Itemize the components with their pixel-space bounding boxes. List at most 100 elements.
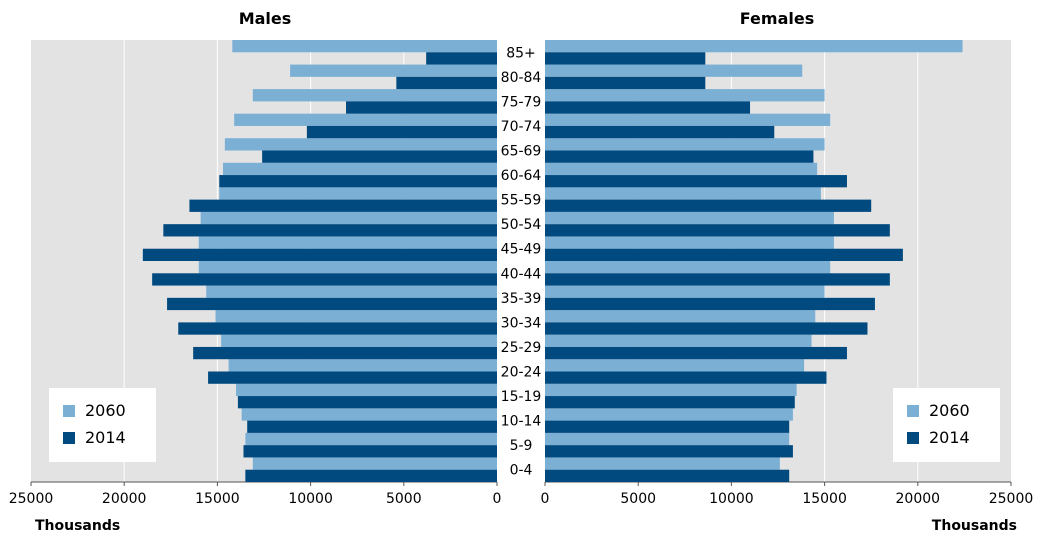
bar-males-2060-45-49 <box>198 236 497 249</box>
age-group-label: 45-49 <box>501 242 542 258</box>
x-tick-label: 20000 <box>102 491 147 507</box>
x-tick-label: 10000 <box>288 491 333 507</box>
bar-males-2060-85plus <box>232 40 497 53</box>
age-group-labels: 85+ 80-84 75-79 70-74 65-69 60-64 55-59 50-54 45… <box>501 45 542 478</box>
bar-males-2014-65-69 <box>262 150 497 163</box>
bar-males-2060-80-84 <box>290 64 497 77</box>
males-legend-box <box>49 388 156 462</box>
bar-females-2014-50-54 <box>545 224 890 237</box>
females-legend: 2060 2014 <box>893 388 1000 462</box>
bar-females-2014-35-39 <box>545 297 875 311</box>
bar-males-2060-65-69 <box>224 138 497 151</box>
bar-females-2014-5-9 <box>545 445 793 458</box>
bar-females-2060-30-34 <box>545 310 816 323</box>
x-tick-label: 5000 <box>386 491 422 507</box>
age-group-label: 20-24 <box>501 365 542 381</box>
females-legend-box <box>893 388 1000 462</box>
x-tick-label: 10000 <box>709 491 754 507</box>
bar-males-2060-5-9 <box>245 432 497 446</box>
age-group-label: 30-34 <box>501 315 542 331</box>
females-x-tick-labels: 0 5000 10000 15000 20000 25000 <box>541 491 1034 507</box>
bar-males-2014-40-44 <box>152 273 497 286</box>
bar-females-2060-35-39 <box>545 285 825 298</box>
bar-males-2060-60-64 <box>222 162 497 176</box>
bar-females-2060-0-4 <box>545 457 780 470</box>
bar-males-2014-5-9 <box>243 445 497 458</box>
age-group-label: 40-44 <box>501 266 542 282</box>
bar-males-2014-85plus <box>426 52 497 65</box>
bar-males-2014-30-34 <box>178 322 498 335</box>
age-group-label: 75-79 <box>501 94 542 110</box>
age-group-label: 80-84 <box>501 70 542 86</box>
bar-females-2060-5-9 <box>545 432 790 446</box>
x-tick-label: 15000 <box>195 491 240 507</box>
bar-females-2014-80-84 <box>545 76 706 90</box>
bar-females-2014-20-24 <box>545 371 827 384</box>
bar-males-2014-0-4 <box>245 469 497 482</box>
bar-females-2060-25-29 <box>545 334 812 347</box>
bar-males-2014-45-49 <box>142 248 497 261</box>
bar-females-2014-70-74 <box>545 125 775 139</box>
males-x-axis-label: Thousands <box>35 518 120 534</box>
age-group-label: 0-4 <box>510 463 533 479</box>
males-bars <box>142 40 498 482</box>
bar-females-2060-55-59 <box>545 187 821 200</box>
age-group-label: 60-64 <box>501 168 542 184</box>
bar-males-2060-30-34 <box>215 310 497 323</box>
bar-females-2014-55-59 <box>545 199 872 212</box>
age-group-label: 5-9 <box>510 438 533 454</box>
bar-females-2060-15-19 <box>545 383 797 397</box>
females-title: Females <box>740 9 814 28</box>
age-group-label: 15-19 <box>501 389 542 405</box>
bar-females-2060-60-64 <box>545 162 818 176</box>
bar-females-2014-15-19 <box>545 396 795 409</box>
age-group-label: 85+ <box>506 45 536 61</box>
age-group-label: 70-74 <box>501 119 542 135</box>
bar-females-2014-25-29 <box>545 346 847 360</box>
bar-males-2060-20-24 <box>228 359 498 372</box>
bar-males-2014-10-14 <box>247 420 497 433</box>
bar-females-2060-20-24 <box>545 359 805 372</box>
bar-males-2060-0-4 <box>252 457 497 470</box>
bar-males-2014-70-74 <box>306 125 497 139</box>
bar-males-2014-15-19 <box>237 396 498 409</box>
bar-males-2014-20-24 <box>208 371 497 384</box>
bar-females-2014-85plus <box>545 52 706 65</box>
bar-males-2014-75-79 <box>346 101 497 114</box>
bar-males-2014-55-59 <box>189 199 497 212</box>
bar-females-2060-10-14 <box>545 408 793 421</box>
males-x-tick-labels: 25000 20000 15000 10000 5000 0 <box>9 491 502 507</box>
legend-swatch-2060 <box>907 405 919 417</box>
females-x-axis-label: Thousands <box>932 518 1017 534</box>
bar-males-2060-40-44 <box>198 261 497 274</box>
bar-females-2014-65-69 <box>545 150 814 163</box>
legend-swatch-2060 <box>63 405 75 417</box>
bar-males-2060-75-79 <box>252 89 497 102</box>
age-group-label: 10-14 <box>501 414 542 430</box>
bar-males-2014-35-39 <box>167 297 497 311</box>
age-group-label: 65-69 <box>501 144 542 160</box>
bar-females-2014-40-44 <box>545 273 890 286</box>
bar-females-2014-75-79 <box>545 101 751 114</box>
legend-label-2060: 2060 <box>85 401 126 420</box>
bar-males-2014-80-84 <box>396 76 497 90</box>
bar-males-2014-60-64 <box>219 175 497 188</box>
bar-females-2014-30-34 <box>545 322 868 335</box>
bar-males-2014-25-29 <box>193 346 497 360</box>
legend-swatch-2014 <box>907 432 919 444</box>
x-tick-label: 25000 <box>9 491 54 507</box>
males-legend: 2060 2014 <box>49 388 156 462</box>
x-tick-label: 0 <box>541 491 550 507</box>
x-tick-label: 0 <box>493 491 502 507</box>
bar-females-2060-50-54 <box>545 211 834 225</box>
legend-label-2014: 2014 <box>929 428 970 447</box>
age-group-label: 50-54 <box>501 217 542 233</box>
bar-females-2060-80-84 <box>545 64 803 77</box>
bar-males-2060-10-14 <box>241 408 497 421</box>
x-tick-label: 25000 <box>989 491 1034 507</box>
age-group-label: 55-59 <box>501 193 542 209</box>
bar-females-2060-85plus <box>545 40 963 53</box>
x-tick-label: 20000 <box>896 491 941 507</box>
bar-females-2060-70-74 <box>545 113 831 126</box>
